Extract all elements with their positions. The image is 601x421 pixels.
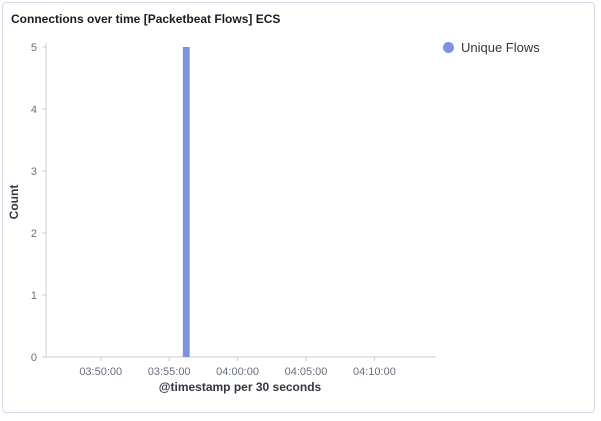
- legend-label: Unique Flows: [461, 40, 540, 55]
- y-tick-label: 5: [31, 42, 37, 54]
- legend-item-unique-flows[interactable]: Unique Flows: [443, 40, 540, 55]
- x-tick-label: 04:00:00: [216, 366, 259, 378]
- y-tick-label: 0: [31, 352, 37, 364]
- x-tick-label: 03:50:00: [79, 366, 122, 378]
- bar-unique-flows[interactable]: [182, 47, 190, 357]
- x-tick-label: 04:05:00: [285, 366, 328, 378]
- visualization-panel: Connections over time [Packetbeat Flows]…: [2, 2, 595, 413]
- x-axis-title: @timestamp per 30 seconds: [159, 380, 322, 394]
- y-tick-label: 4: [31, 104, 37, 116]
- axes: 0 1 2 3 4 5 03:50:00 03:55:00 04:00:00 04:05:00 04…: [31, 42, 436, 378]
- y-tick-label: 3: [31, 166, 37, 178]
- y-tick-label: 1: [31, 290, 37, 302]
- x-tick-label: 03:55:00: [148, 366, 191, 378]
- legend-dot-icon: [443, 42, 454, 53]
- y-tick-label: 2: [31, 228, 37, 240]
- panel-title: Connections over time [Packetbeat Flows]…: [11, 12, 281, 26]
- x-tick-label: 04:10:00: [353, 366, 396, 378]
- bars: [182, 47, 190, 357]
- y-axis-title: Count: [7, 185, 21, 220]
